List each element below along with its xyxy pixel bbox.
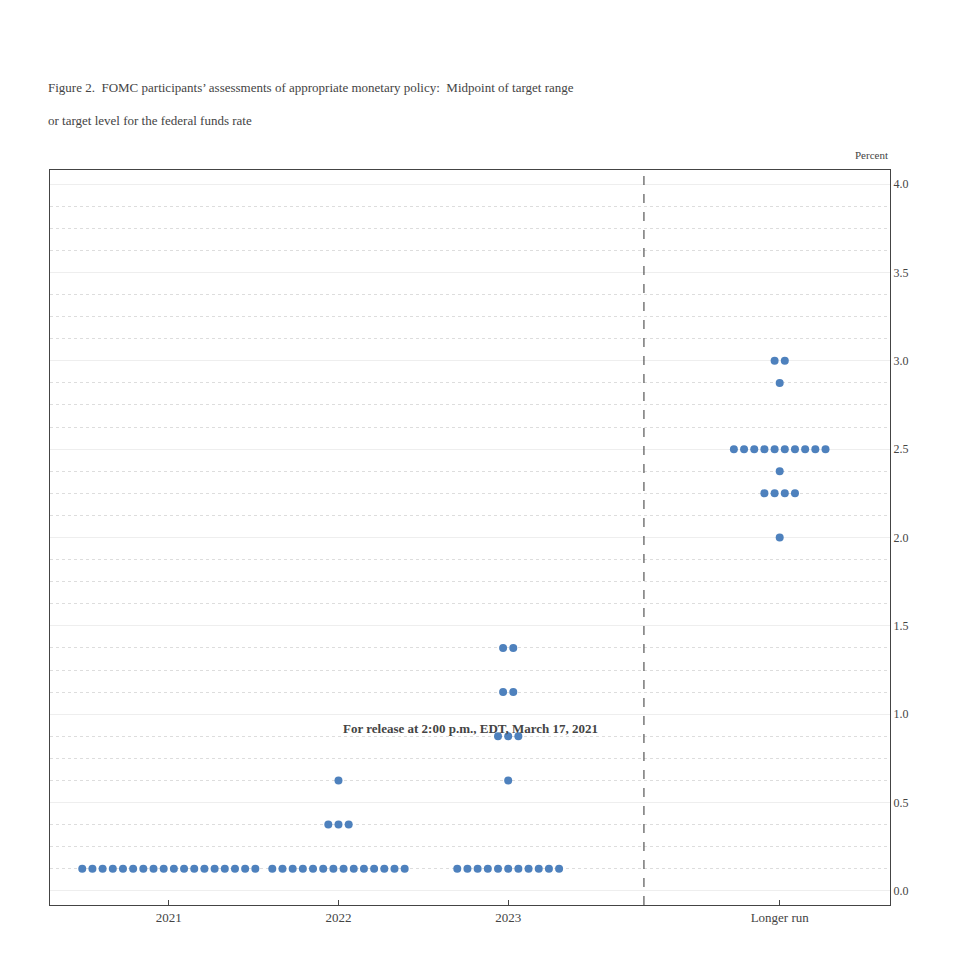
svg-text:2.5: 2.5 — [893, 442, 908, 456]
svg-text:2.0: 2.0 — [893, 531, 908, 545]
svg-text:0.5: 0.5 — [893, 796, 908, 810]
svg-text:For release at 2:00 p.m., EDT,: For release at 2:00 p.m., EDT, March 17,… — [343, 721, 598, 736]
svg-text:1.5: 1.5 — [893, 619, 908, 633]
svg-text:1.0: 1.0 — [893, 707, 908, 721]
svg-text:Longer run: Longer run — [751, 910, 810, 925]
svg-text:4.0: 4.0 — [893, 177, 908, 191]
svg-text:or target level for the federa: or target level for the federal funds ra… — [48, 113, 252, 128]
svg-text:2022: 2022 — [325, 910, 351, 925]
svg-text:0.0: 0.0 — [893, 884, 908, 898]
svg-text:Figure 2. FOMC participants’: Figure 2. FOMC participants’ assessments… — [48, 80, 574, 95]
svg-text:2021: 2021 — [156, 910, 182, 925]
svg-text:3.0: 3.0 — [893, 354, 908, 368]
svg-text:2023: 2023 — [495, 910, 521, 925]
svg-text:Percent: Percent — [855, 149, 888, 161]
svg-text:3.5: 3.5 — [893, 266, 908, 280]
